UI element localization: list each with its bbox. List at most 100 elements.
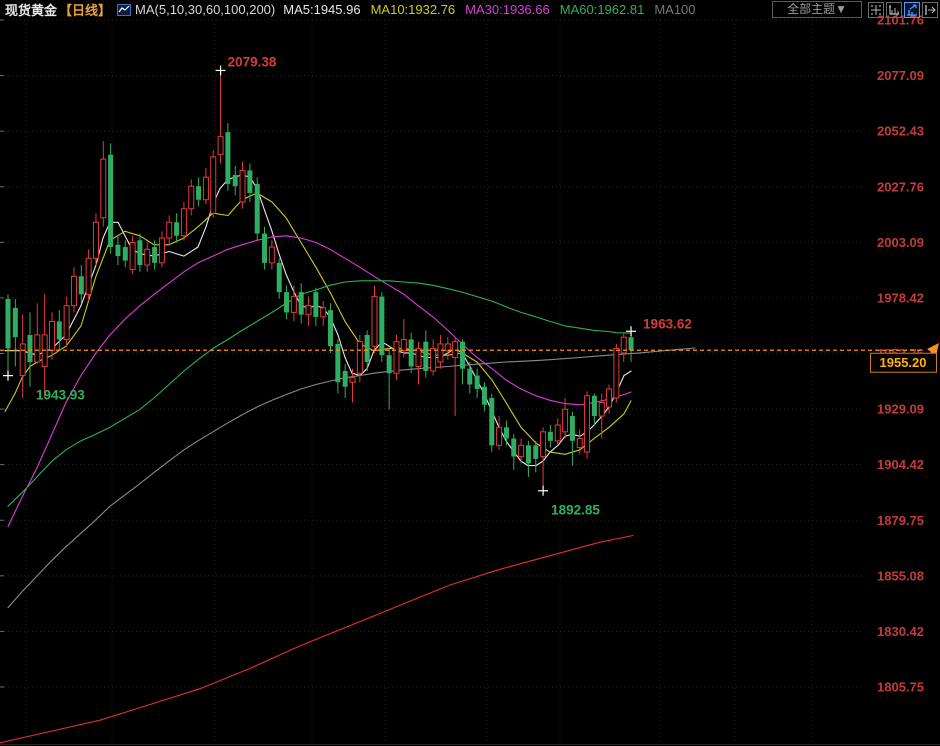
candle-body-up [576, 438, 583, 449]
ma-line-ma5 [4, 174, 632, 467]
y-axis-label: 1929.09 [877, 402, 924, 417]
candle-body-up [444, 343, 451, 352]
y-axis-label: 2003.09 [877, 235, 924, 250]
candle-body-down [423, 341, 429, 371]
candle-body-down [525, 445, 531, 464]
candle-body-up [400, 338, 407, 352]
candle-body-up [437, 343, 444, 363]
ma-line-ma200 [0, 534, 634, 744]
candle-body-down [489, 398, 495, 446]
ma-line-ma100 [7, 347, 696, 609]
candle-body-up [166, 221, 173, 239]
chart-header: 现货黄金 【日线】 MA(5,10,30,60,100,200) MA5:194… [0, 0, 940, 19]
candle-body-up [217, 136, 224, 156]
y-axis-label: 2101.76 [877, 13, 924, 28]
candle-body-up [320, 307, 327, 318]
candle-body-down [232, 174, 238, 187]
candle-body-up [562, 408, 569, 433]
candle-body-down [364, 334, 370, 362]
ma-values: MA5:1945.96 MA10:1932.76 MA30:1936.66 MA60:… [283, 2, 705, 17]
candle-body-up [356, 341, 363, 374]
candle-body-up [268, 246, 275, 264]
candle-body-down [467, 368, 473, 385]
candle-body-up [85, 257, 92, 295]
candle-body-down [122, 247, 128, 261]
ma-value-label: MA10:1932.76 [370, 2, 456, 17]
candle-body-down [247, 170, 253, 193]
candle-body-down [115, 244, 121, 257]
candle-body-down [474, 375, 480, 390]
ma-value-label: MA100 [654, 2, 696, 17]
candle-body-down [56, 321, 62, 340]
candle-body-up [554, 424, 561, 442]
y-axis-label: 1978.42 [877, 290, 924, 305]
candle-body-down [196, 186, 202, 200]
price-marker-label: 1892.85 [551, 503, 600, 518]
y-axis-label: 1904.42 [877, 457, 924, 472]
candle-body-up [180, 208, 187, 237]
candle-body-up [129, 242, 136, 271]
candle-body-up [393, 341, 400, 374]
candle-body-up [305, 305, 312, 316]
ma-value-label: MA60:1962.81 [559, 2, 645, 17]
candle-body-up [239, 169, 246, 203]
candle-body-up [540, 431, 547, 458]
y-axis-label: 1879.75 [877, 513, 924, 528]
ma-value-label: MA30:1936.66 [465, 2, 550, 17]
candle-body-up [100, 158, 107, 219]
period-label: 【日线】 [59, 3, 112, 18]
bar-chart-active-icon[interactable] [904, 1, 920, 18]
candle-body-up [584, 395, 591, 453]
y-axis-label: 2027.76 [877, 179, 924, 194]
candle-body-up [34, 334, 41, 363]
candle-body-down [137, 240, 143, 266]
axis-scale-icon[interactable] [886, 1, 902, 18]
candle-body-down [298, 292, 304, 315]
y-axis-label: 2077.09 [877, 68, 924, 83]
candle-body-down [262, 233, 268, 263]
candle-body-down [276, 262, 282, 293]
price-marker-label: 1943.93 [36, 388, 85, 403]
candle-body-up [349, 377, 356, 383]
sparkline-icon [117, 3, 132, 16]
ma-value-label: MA5:1945.96 [283, 2, 361, 17]
candle-body-down [511, 438, 517, 457]
candle-body-up [210, 156, 217, 214]
candle-body-up [430, 347, 437, 372]
candle-body-down [284, 292, 290, 313]
candle-body-up [606, 388, 613, 408]
candle-body-up [48, 320, 55, 352]
candle-body-down [342, 370, 348, 387]
candle-body-down [27, 334, 33, 362]
collapse-panel-icon[interactable] [922, 1, 938, 18]
ma-line-ma60 [7, 280, 632, 507]
y-axis-label: 1830.42 [877, 624, 924, 639]
candle-body-down [108, 154, 114, 248]
candle-body-down [408, 339, 414, 367]
candle-body-down [174, 222, 180, 236]
crosshair-icon[interactable] [868, 1, 884, 18]
candle-body-up [144, 248, 151, 266]
candle-body-down [591, 395, 597, 417]
candle-body-up [452, 341, 459, 358]
price-marker-label: 1963.62 [643, 316, 692, 331]
candle-body-up [188, 185, 195, 210]
candle-body-up [518, 444, 525, 458]
candle-body-up [620, 336, 627, 354]
candle-body-down [335, 343, 341, 383]
candle-body-up [19, 343, 26, 376]
candle-body-up [63, 305, 70, 340]
candle-body-down [5, 298, 11, 349]
candle-body-down [254, 183, 260, 234]
price-marker-label: 2079.38 [228, 54, 277, 69]
theme-dropdown[interactable]: 全部主题▼ [772, 1, 862, 18]
candle-body-down [481, 386, 487, 405]
candle-body-down [225, 132, 231, 184]
current-price-value: 1955.20 [880, 355, 927, 370]
candle-body-up [415, 347, 422, 367]
y-axis-label: 1805.75 [877, 680, 924, 695]
candle-body-up [202, 176, 209, 201]
